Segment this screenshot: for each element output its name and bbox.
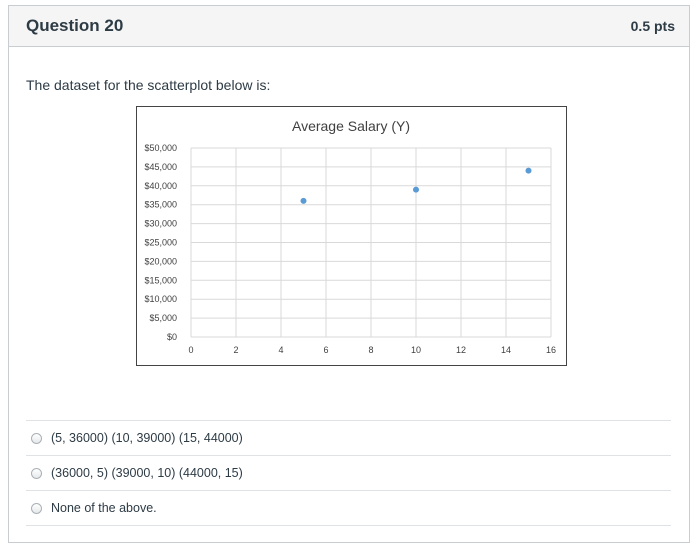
question-card: Question 20 0.5 pts The dataset for the …	[8, 5, 690, 543]
data-point	[300, 197, 307, 204]
y-tick-label: $15,000	[144, 275, 177, 285]
question-points: 0.5 pts	[630, 18, 675, 34]
answer-option-1[interactable]: (5, 36000) (10, 39000) (15, 44000)	[26, 420, 671, 455]
y-tick-label: $10,000	[144, 294, 177, 304]
x-tick-label: 14	[501, 345, 511, 355]
scatter-chart: Average Salary (Y) $0 $5,000 $10,000 $15,00…	[136, 106, 567, 366]
chart-svg: Average Salary (Y) $0 $5,000 $10,000 $15,00…	[144, 118, 556, 355]
y-tick-label: $5,000	[149, 313, 177, 323]
x-tick-label: 16	[546, 345, 556, 355]
x-tick-label: 2	[233, 345, 238, 355]
radio-button-2[interactable]	[31, 467, 42, 479]
y-tick-label: $25,000	[144, 238, 177, 248]
question-header: Question 20 0.5 pts	[9, 6, 689, 47]
y-tick-label: $35,000	[144, 200, 177, 210]
question-text: The dataset for the scatterplot below is…	[26, 77, 271, 93]
y-tick-label: $0	[167, 332, 177, 342]
answer-label-2: (36000, 5) (39000, 10) (44000, 15)	[51, 466, 243, 480]
data-point	[525, 167, 532, 174]
answer-label-3: None of the above.	[51, 501, 157, 515]
y-tick-label: $45,000	[144, 162, 177, 172]
answer-list: (5, 36000) (10, 39000) (15, 44000) (3600…	[26, 420, 671, 526]
x-tick-label: 4	[278, 345, 283, 355]
data-point	[413, 186, 419, 193]
y-tick-label: $50,000	[144, 143, 177, 153]
y-tick-label: $30,000	[144, 219, 177, 229]
radio-button-3[interactable]	[31, 502, 42, 514]
x-tick-label: 12	[456, 345, 466, 355]
x-tick-label: 6	[323, 345, 328, 355]
y-tick-label: $40,000	[144, 181, 177, 191]
x-tick-label: 0	[188, 345, 193, 355]
y-tick-label: $20,000	[144, 256, 177, 266]
x-tick-label: 8	[368, 345, 373, 355]
answer-option-3[interactable]: None of the above.	[26, 490, 671, 526]
chart-title: Average Salary (Y)	[292, 118, 410, 134]
radio-button-1[interactable]	[31, 432, 42, 444]
question-title: Question 20	[26, 16, 124, 35]
answer-label-1: (5, 36000) (10, 39000) (15, 44000)	[51, 431, 243, 445]
x-tick-label: 10	[411, 345, 421, 355]
answer-option-2[interactable]: (36000, 5) (39000, 10) (44000, 15)	[26, 455, 671, 490]
